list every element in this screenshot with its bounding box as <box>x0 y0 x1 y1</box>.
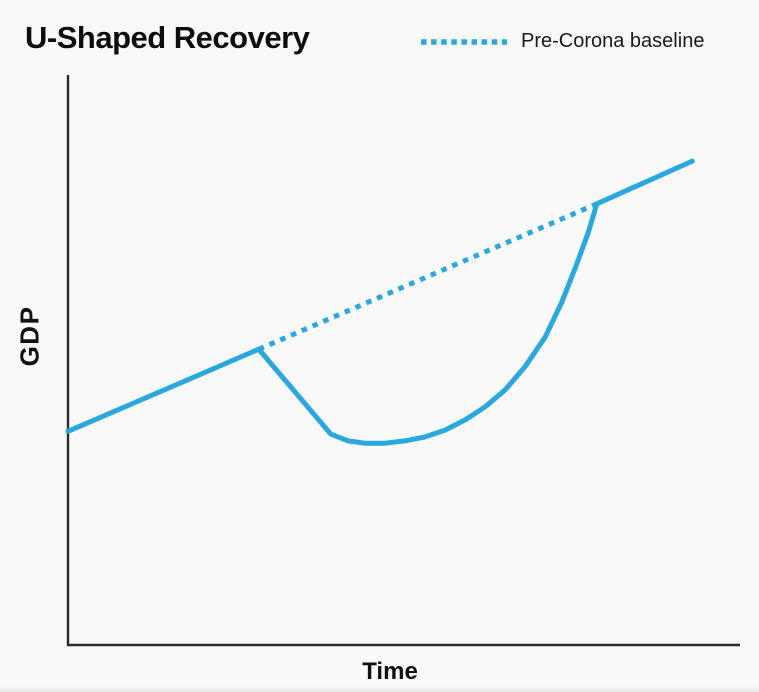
legend: Pre-Corona baseline <box>420 30 704 53</box>
legend-label: Pre-Corona baseline <box>521 30 705 52</box>
gdp-line <box>65 158 695 446</box>
y-axis-label: GDP <box>14 305 45 367</box>
x-axis-label: Time <box>362 658 418 685</box>
chart-title: U-Shaped Recovery <box>25 20 310 55</box>
dotted-line-legend-icon <box>421 38 507 45</box>
pre-corona-baseline-line <box>257 201 598 352</box>
